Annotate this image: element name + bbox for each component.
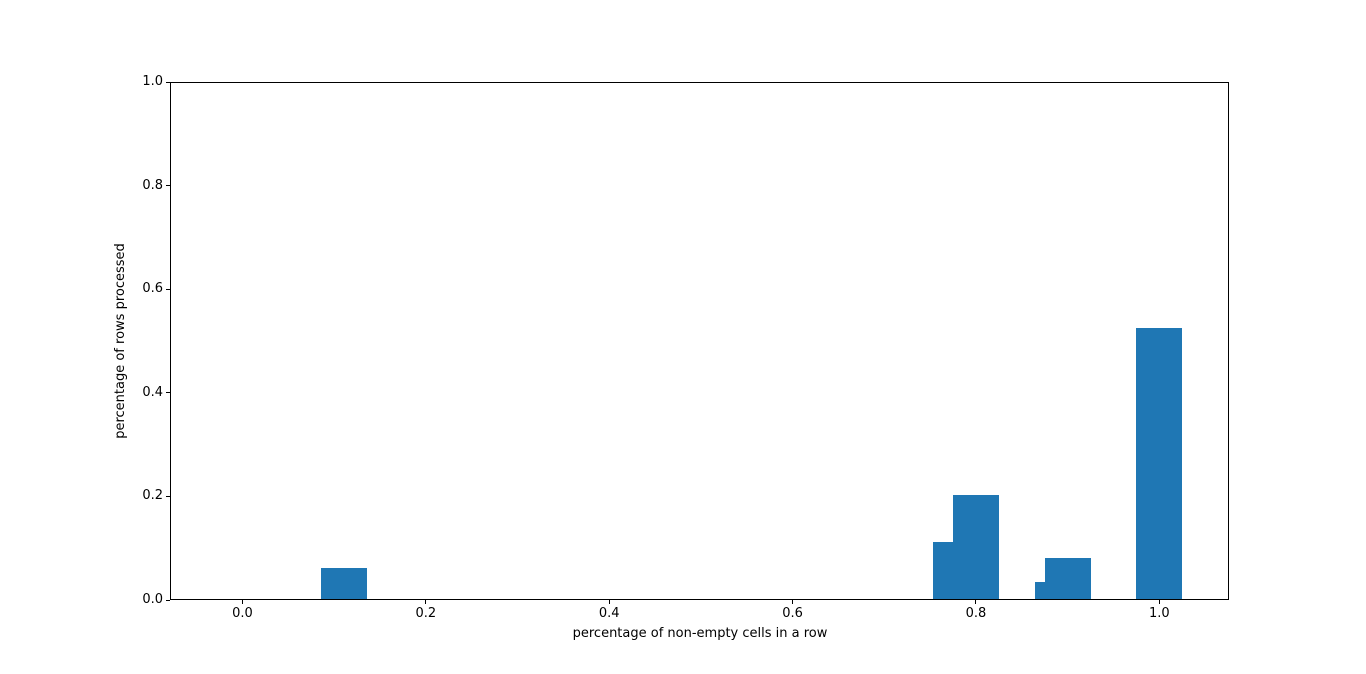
bar (953, 495, 999, 599)
x-tick-label: 0.4 (598, 606, 620, 621)
y-tick-label: 0.0 (142, 592, 163, 607)
x-axis-label: percentage of non-empty cells in a row (572, 626, 828, 641)
x-tick-mark (241, 600, 243, 604)
y-tick-mark (166, 495, 170, 497)
bar (321, 567, 368, 599)
x-tick-mark (792, 600, 794, 604)
y-tick-mark (166, 81, 170, 83)
y-tick-label: 0.4 (142, 384, 163, 400)
y-tick-mark (166, 392, 170, 394)
x-tick-label: 0.0 (232, 606, 253, 621)
y-tick-label: 0.8 (142, 177, 163, 193)
x-tick-label: 1.0 (1148, 606, 1170, 621)
x-tick-mark (608, 600, 610, 604)
x-tick-label: 0.2 (415, 606, 437, 621)
bar (1136, 327, 1183, 599)
y-axis-label: percentage of rows processed (113, 243, 128, 439)
y-tick-mark (166, 185, 170, 187)
x-tick-mark (1158, 600, 1160, 604)
y-tick-label: 1.0 (142, 74, 163, 89)
x-tick-mark (975, 600, 977, 604)
y-tick-mark (166, 599, 170, 601)
y-tick-label: 0.6 (142, 281, 163, 297)
y-tick-label: 0.2 (142, 488, 163, 504)
bar (1044, 558, 1091, 599)
plot-area (170, 82, 1229, 600)
x-tick-label: 0.6 (782, 606, 803, 621)
x-tick-mark (425, 600, 427, 604)
y-tick-mark (166, 288, 170, 290)
x-tick-label: 0.8 (965, 606, 987, 621)
